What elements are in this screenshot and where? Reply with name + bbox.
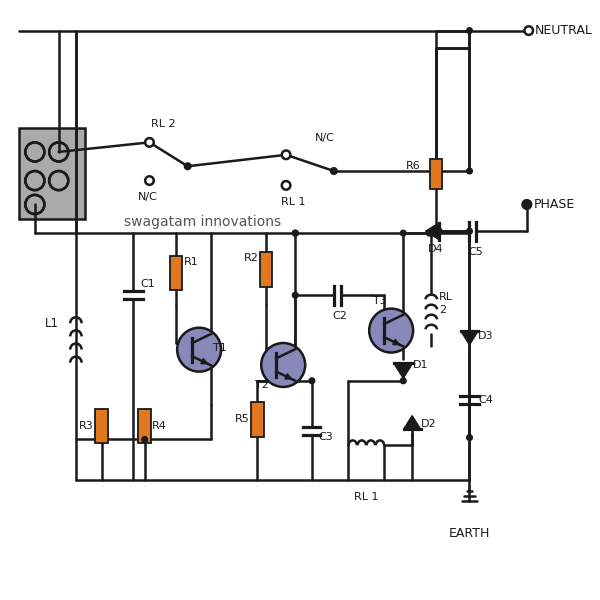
Circle shape bbox=[142, 437, 148, 442]
Bar bbox=[19, 128, 85, 219]
Bar bbox=[170, 256, 182, 290]
Circle shape bbox=[369, 308, 413, 353]
Circle shape bbox=[523, 200, 531, 209]
Text: N/C: N/C bbox=[315, 133, 335, 143]
Circle shape bbox=[467, 229, 472, 234]
Circle shape bbox=[177, 328, 221, 371]
Bar bbox=[139, 409, 151, 443]
Text: RL: RL bbox=[439, 292, 453, 302]
Polygon shape bbox=[461, 331, 478, 345]
Circle shape bbox=[427, 230, 432, 236]
Circle shape bbox=[25, 195, 44, 214]
Text: NEUTRAL: NEUTRAL bbox=[535, 24, 592, 37]
Text: D4: D4 bbox=[428, 244, 444, 254]
Text: R3: R3 bbox=[79, 421, 94, 431]
Text: R2: R2 bbox=[244, 253, 259, 263]
Text: R4: R4 bbox=[152, 421, 167, 431]
Text: L1: L1 bbox=[45, 317, 59, 331]
Circle shape bbox=[282, 181, 290, 190]
Circle shape bbox=[467, 434, 472, 440]
Circle shape bbox=[49, 171, 68, 190]
Text: R6: R6 bbox=[406, 161, 421, 171]
Circle shape bbox=[25, 142, 44, 161]
Text: RL 1: RL 1 bbox=[281, 197, 306, 207]
Polygon shape bbox=[425, 223, 439, 240]
Circle shape bbox=[145, 176, 154, 185]
Circle shape bbox=[436, 229, 442, 234]
Text: RL 2: RL 2 bbox=[151, 119, 176, 129]
Bar bbox=[430, 158, 442, 189]
Bar bbox=[260, 252, 272, 287]
Text: N/C: N/C bbox=[137, 192, 157, 202]
Polygon shape bbox=[404, 416, 421, 430]
Text: D1: D1 bbox=[413, 360, 428, 370]
Text: R1: R1 bbox=[184, 257, 199, 267]
Text: T3: T3 bbox=[373, 296, 387, 307]
Text: C2: C2 bbox=[332, 311, 347, 320]
Circle shape bbox=[292, 230, 298, 236]
Text: C1: C1 bbox=[140, 279, 155, 289]
Circle shape bbox=[400, 230, 406, 236]
Text: T1: T1 bbox=[214, 343, 227, 353]
Circle shape bbox=[524, 26, 533, 35]
Circle shape bbox=[261, 343, 305, 387]
Circle shape bbox=[467, 168, 472, 174]
Circle shape bbox=[25, 171, 44, 190]
Circle shape bbox=[428, 230, 434, 236]
Circle shape bbox=[282, 151, 290, 159]
Circle shape bbox=[400, 378, 406, 383]
Circle shape bbox=[49, 142, 68, 161]
Text: swagatam innovations: swagatam innovations bbox=[124, 215, 281, 229]
Text: C3: C3 bbox=[319, 431, 334, 442]
Text: C5: C5 bbox=[469, 247, 484, 257]
Circle shape bbox=[292, 230, 298, 236]
Text: D2: D2 bbox=[421, 419, 436, 429]
Circle shape bbox=[331, 167, 337, 175]
Text: R5: R5 bbox=[235, 415, 250, 424]
Polygon shape bbox=[394, 363, 413, 379]
Circle shape bbox=[309, 378, 315, 383]
Text: D3: D3 bbox=[478, 331, 494, 341]
Text: RL 1: RL 1 bbox=[354, 492, 379, 502]
Circle shape bbox=[292, 292, 298, 298]
Circle shape bbox=[145, 138, 154, 146]
Circle shape bbox=[524, 202, 530, 208]
Text: EARTH: EARTH bbox=[449, 527, 490, 541]
Text: PHASE: PHASE bbox=[533, 198, 575, 211]
Text: C4: C4 bbox=[478, 395, 493, 406]
Bar bbox=[251, 402, 263, 437]
Bar bbox=[95, 409, 108, 443]
Circle shape bbox=[467, 28, 472, 34]
Circle shape bbox=[184, 163, 191, 170]
Text: T2: T2 bbox=[254, 380, 269, 390]
Text: 2: 2 bbox=[439, 305, 446, 314]
